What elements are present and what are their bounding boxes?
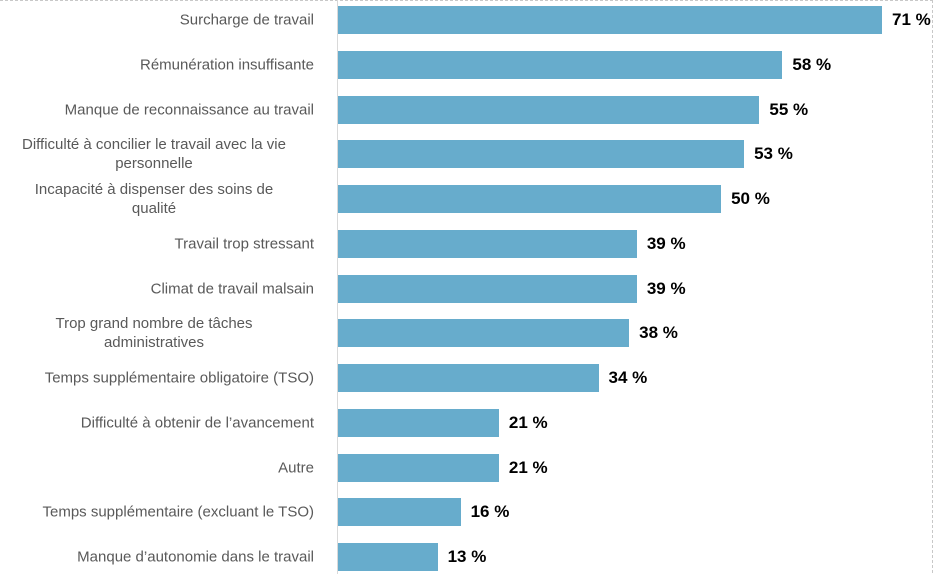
category-label: Manque d’autonomie dans le travail [77, 548, 314, 566]
data-label: 53 % [754, 144, 793, 164]
bar [338, 408, 499, 437]
bar [338, 364, 599, 392]
bar [338, 274, 637, 303]
data-label: 38 % [639, 323, 678, 343]
bar [338, 319, 630, 348]
category-label: Surcharge de travail [179, 11, 314, 29]
category-label: Temps supplémentaire (excluant le TSO) [42, 503, 314, 521]
bar [338, 95, 760, 124]
data-label: 21 % [508, 412, 548, 432]
category-label: Difficulté à concilier le travail avec l… [21, 136, 286, 173]
category-label: Climat de travail malsain [150, 280, 314, 297]
category-axis-line [337, 0, 338, 574]
bar [338, 453, 499, 482]
bar [338, 543, 438, 571]
category-label: Incapacité à dispenser des soins de quali… [34, 181, 274, 217]
data-label: 50 % [731, 189, 770, 208]
data-label: 16 % [470, 502, 510, 522]
data-label: 71 % [892, 10, 931, 29]
category-label: Autre [278, 459, 314, 476]
data-label: 55 % [769, 99, 809, 119]
category-label: Temps supplémentaire obligatoire (TSO) [44, 369, 314, 387]
data-label: 13 % [447, 547, 487, 566]
category-label: Difficulté à obtenir de l’avancement [80, 414, 314, 432]
bar [338, 229, 637, 258]
data-label: 39 % [646, 233, 686, 253]
data-label: 34 % [608, 368, 648, 387]
bar [338, 185, 722, 213]
bar [338, 50, 783, 79]
category-label: Rémunération insuffisante [140, 56, 314, 74]
data-label: 39 % [646, 278, 686, 298]
data-label: 21 % [508, 457, 548, 477]
bar [338, 6, 882, 34]
category-label: Travail trop stressant [174, 235, 315, 253]
data-label: 58 % [792, 54, 832, 74]
bar [338, 498, 461, 527]
category-label: Trop grand nombre de tâches administrativ… [55, 315, 253, 352]
category-label: Manque de reconnaissance au travail [64, 101, 314, 118]
bar [338, 140, 745, 169]
